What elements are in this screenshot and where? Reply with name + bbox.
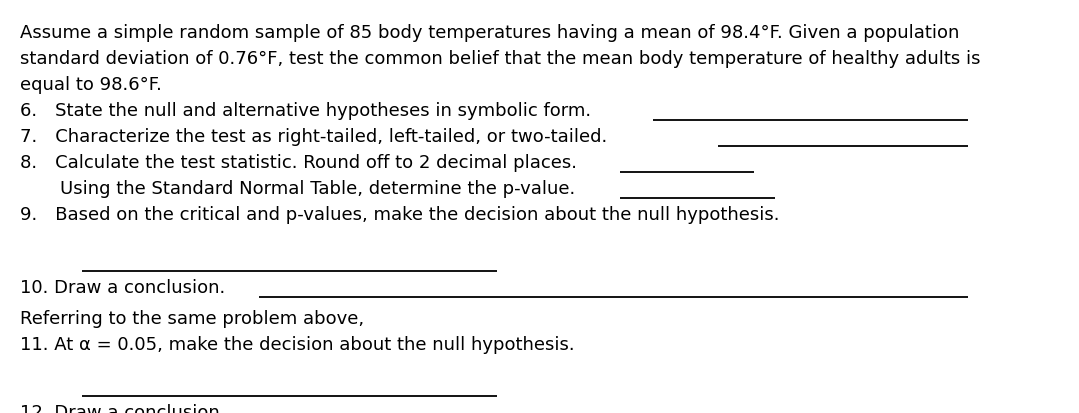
Text: Using the Standard Normal Table, determine the p-value.: Using the Standard Normal Table, determi… — [60, 180, 575, 198]
Text: Referring to the same problem above,: Referring to the same problem above, — [21, 310, 364, 328]
Text: 8. Calculate the test statistic. Round off to 2 decimal places.: 8. Calculate the test statistic. Round o… — [21, 154, 577, 172]
Text: 11. At α = 0.05, make the decision about the null hypothesis.: 11. At α = 0.05, make the decision about… — [21, 336, 575, 354]
Text: 6. State the null and alternative hypotheses in symbolic form.: 6. State the null and alternative hypoth… — [21, 102, 591, 120]
Text: 12. Draw a conclusion.: 12. Draw a conclusion. — [21, 404, 226, 413]
Text: 10. Draw a conclusion.: 10. Draw a conclusion. — [21, 279, 226, 297]
Text: Assume a simple random sample of 85 body temperatures having a mean of 98.4°F. G: Assume a simple random sample of 85 body… — [21, 24, 959, 42]
Text: equal to 98.6°F.: equal to 98.6°F. — [21, 76, 162, 94]
Text: standard deviation of 0.76°F, test the common belief that the mean body temperat: standard deviation of 0.76°F, test the c… — [21, 50, 981, 68]
Text: 9. Based on the critical and p-values, make the decision about the null hypothes: 9. Based on the critical and p-values, m… — [21, 206, 779, 224]
Text: 7. Characterize the test as right-tailed, left-tailed, or two-tailed.: 7. Characterize the test as right-tailed… — [21, 128, 607, 146]
